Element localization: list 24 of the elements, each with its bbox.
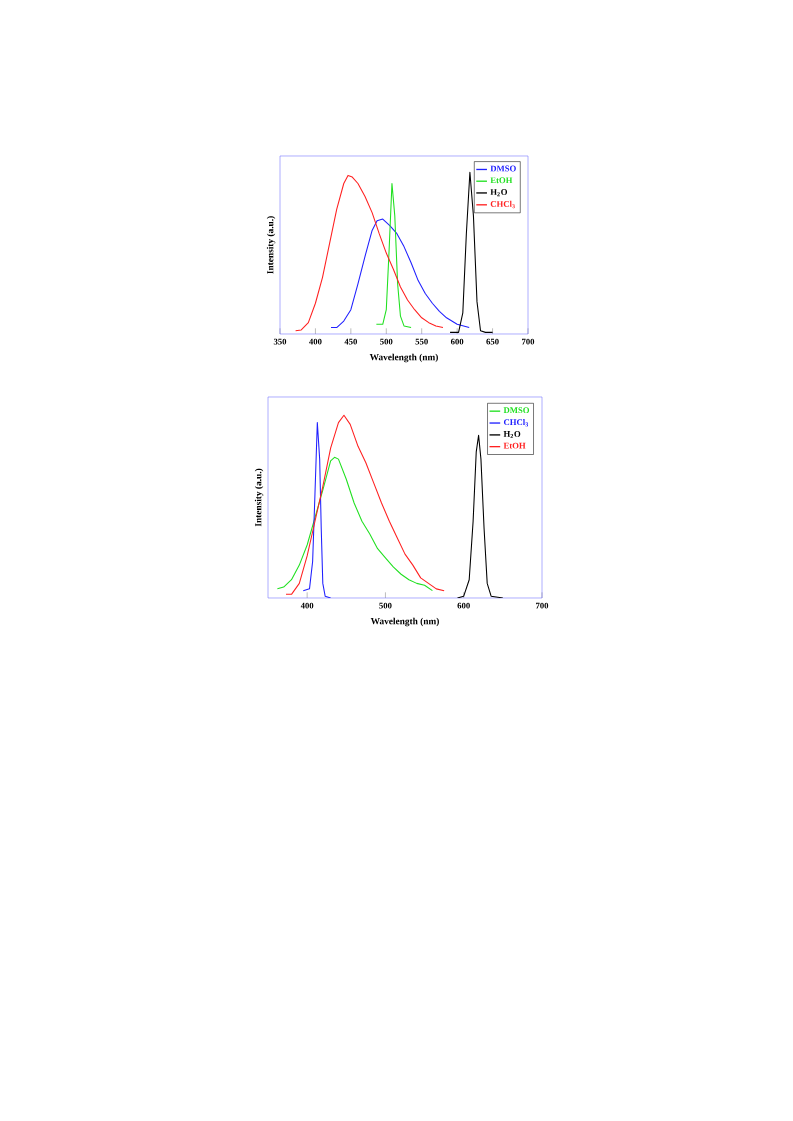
x-tick-label: 650 xyxy=(486,338,499,345)
x-tick-label: 350 xyxy=(273,338,287,345)
x-axis-title: Wavelength (nm) xyxy=(370,617,439,627)
x-tick-label: 500 xyxy=(380,338,393,345)
x-tick-label: 700 xyxy=(522,338,535,345)
legend-label: EtOH xyxy=(503,442,526,449)
y-axis-title: Intensity (a.u.) xyxy=(266,216,276,274)
legend-label: H$_{2}$O xyxy=(503,431,521,439)
x-tick-label: 500 xyxy=(379,602,392,609)
x-tick-label: 700 xyxy=(536,602,549,609)
legend-label: EtOH xyxy=(490,177,513,184)
x-axis-title: Wavelength (nm) xyxy=(369,353,438,363)
legend-label: CHCl$_{3}$ xyxy=(503,419,529,427)
legend-label: H$_{2}$O xyxy=(490,189,508,197)
x-tick-label: 400 xyxy=(309,338,322,345)
legend-label: CHCl$_{3}$ xyxy=(490,200,515,209)
legend-label: DMSO xyxy=(490,165,516,172)
x-tick-label: 400 xyxy=(300,602,314,609)
x-tick-label: 550 xyxy=(415,338,428,345)
x-tick-label: 600 xyxy=(457,602,470,609)
x-tick-label: 450 xyxy=(344,338,358,345)
y-axis-title: Intensity (a.u.) xyxy=(254,468,264,527)
legend-label: DMSO xyxy=(503,407,530,414)
x-tick-label: 600 xyxy=(450,338,464,345)
